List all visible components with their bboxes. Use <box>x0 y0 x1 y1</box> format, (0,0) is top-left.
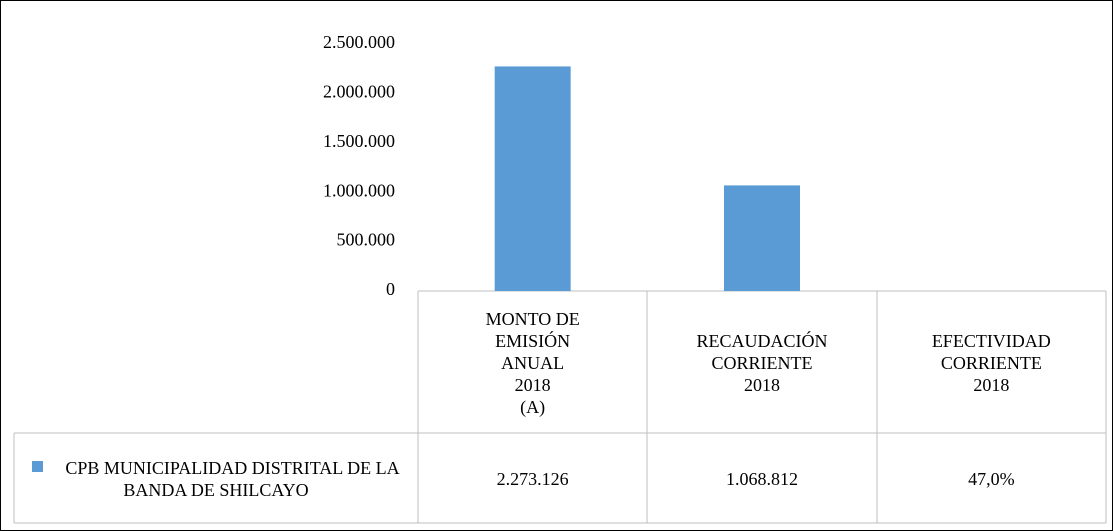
bar <box>494 66 571 291</box>
legend-cell: CPB MUNICIPALIDAD DISTRITAL DE LA BANDA … <box>16 434 416 523</box>
data-label: 1.068.812 <box>725 468 798 489</box>
y-tick-label: 500.000 <box>337 230 396 250</box>
y-tick-label: 0 <box>386 279 395 299</box>
data-label: 47,0% <box>968 468 1015 489</box>
legend-label: CPB MUNICIPALIDAD DISTRITAL DE LA BANDA … <box>65 457 400 500</box>
category-label: EFECTIVIDAD CORRIENTE 2018 <box>931 330 1051 395</box>
legend-swatch <box>32 460 44 472</box>
bar <box>724 185 800 291</box>
data-label: 2.273.126 <box>496 468 569 489</box>
y-tick-label: 2.000.000 <box>323 82 395 102</box>
category-label: RECAUDACIÓN CORRIENTE 2018 <box>696 330 828 395</box>
y-tick-label: 1.000.000 <box>323 180 395 200</box>
y-tick-label: 2.500.000 <box>323 32 395 52</box>
legend-entry: CPB MUNICIPALIDAD DISTRITAL DE LA BANDA … <box>16 457 416 501</box>
category-label: MONTO DE EMISIÓN ANUAL 2018 (A) <box>485 308 580 417</box>
y-tick-label: 1.500.000 <box>323 131 395 151</box>
